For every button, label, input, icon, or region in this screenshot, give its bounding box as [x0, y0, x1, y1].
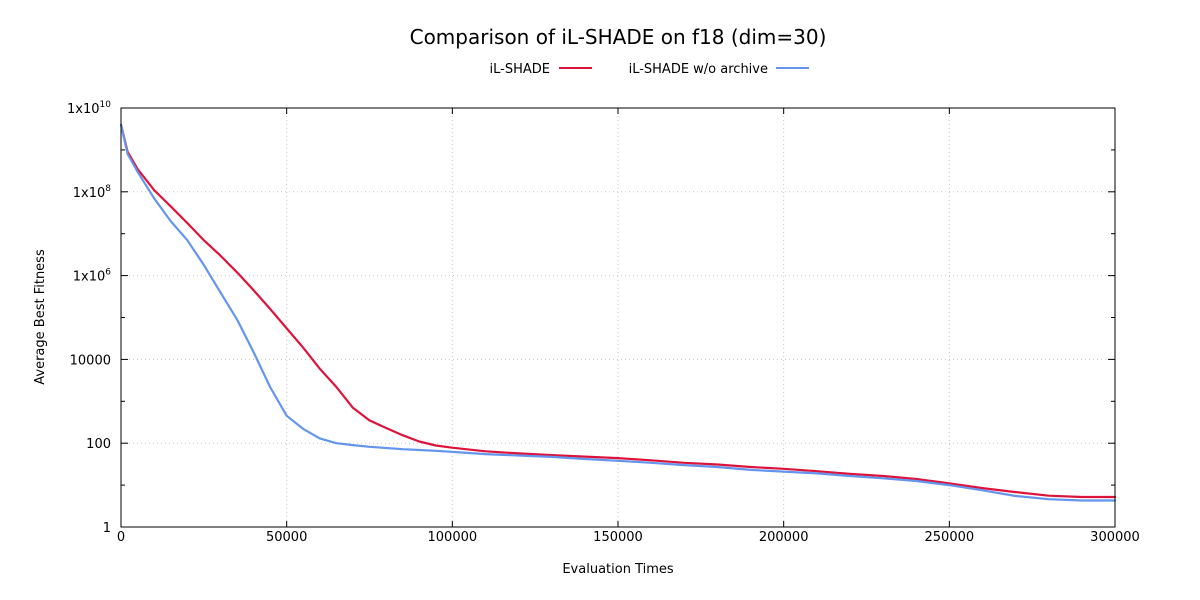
x-axis-label: Evaluation Times	[562, 562, 674, 577]
legend-label-ilshade-wo-archive: iL-SHADE w/o archive	[629, 62, 768, 77]
x-tick-label: 100000	[428, 530, 478, 545]
y-tick-label: 10000	[70, 353, 111, 368]
series-layer	[119, 123, 1117, 502]
y-tick-label: 100	[86, 437, 111, 452]
chart-title: Comparison of iL-SHADE on f18 (dim=30)	[410, 25, 827, 49]
x-axis-tick-labels: 0 50000 100000 150000 200000 250000 300000	[117, 530, 1140, 545]
y-tick-label: 1x1010	[67, 100, 111, 117]
series-line-ilshade	[119, 123, 1117, 499]
x-tick-label: 50000	[266, 530, 307, 545]
y-tick-label: 1x106	[73, 268, 112, 285]
legend-label-ilshade: iL-SHADE	[490, 62, 550, 77]
y-axis-label: Average Best Fitness	[33, 249, 48, 385]
x-tick-label: 250000	[925, 530, 975, 545]
x-tick-label: 150000	[593, 530, 643, 545]
y-tick-label: 1	[103, 521, 111, 536]
grid	[121, 108, 1115, 527]
axis-ticks	[120, 107, 1116, 528]
x-tick-label: 200000	[759, 530, 809, 545]
legend-item-ilshade-wo-archive[interactable]: iL-SHADE w/o archive	[629, 62, 809, 77]
x-tick-label: 0	[117, 530, 125, 545]
y-axis-tick-labels: 1 100 10000 1x106 1x108 1x1010	[67, 100, 111, 536]
x-tick-label: 300000	[1090, 530, 1140, 545]
y-tick-label: 1x108	[73, 184, 112, 201]
series-line-ilshade-wo-archive	[119, 123, 1117, 502]
legend-item-ilshade[interactable]: iL-SHADE	[490, 62, 592, 77]
legend: iL-SHADE iL-SHADE w/o archive	[490, 62, 809, 77]
